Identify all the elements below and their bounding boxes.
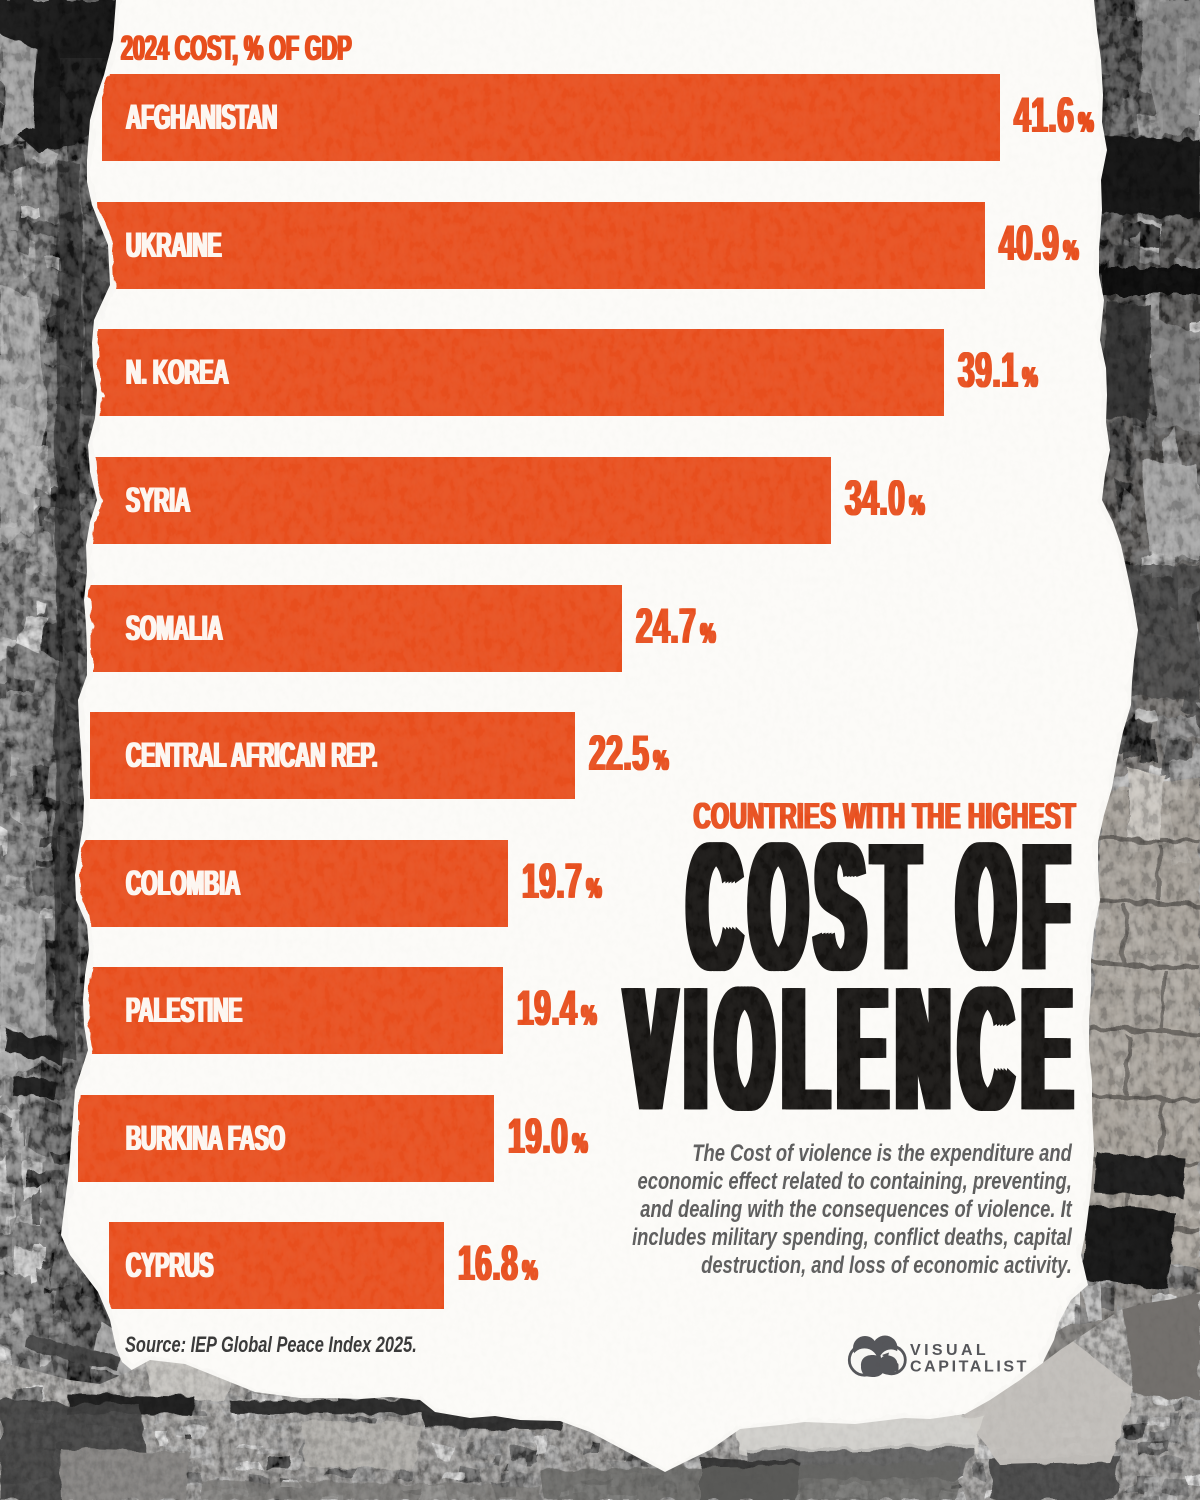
svg-text:VISUAL: VISUAL	[910, 1342, 989, 1359]
svg-text:CAPITALIST: CAPITALIST	[910, 1359, 1029, 1376]
